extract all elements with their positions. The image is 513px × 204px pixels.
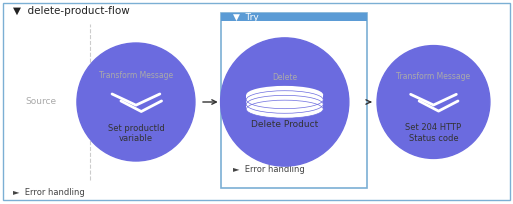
Bar xyxy=(246,100,323,104)
Text: Delete: Delete xyxy=(272,73,297,82)
Bar xyxy=(221,13,367,188)
Text: Transform Message: Transform Message xyxy=(397,72,470,81)
Text: Delete Product: Delete Product xyxy=(251,120,319,129)
Ellipse shape xyxy=(221,38,349,166)
Bar xyxy=(246,104,323,109)
Text: ▼  Try: ▼ Try xyxy=(233,13,259,22)
Ellipse shape xyxy=(246,86,323,104)
Text: Set productId
variable: Set productId variable xyxy=(108,124,164,143)
Ellipse shape xyxy=(246,100,323,118)
Bar xyxy=(221,13,367,21)
Text: ►  Error handling: ► Error handling xyxy=(13,188,85,197)
Text: Source: Source xyxy=(26,98,56,106)
Ellipse shape xyxy=(246,91,323,109)
Text: Transform Message: Transform Message xyxy=(99,71,173,80)
Text: ▼  delete-product-flow: ▼ delete-product-flow xyxy=(13,6,130,16)
Text: ►  Error handling: ► Error handling xyxy=(233,165,305,174)
Text: Set 204 HTTP
Status code: Set 204 HTTP Status code xyxy=(405,123,462,143)
Ellipse shape xyxy=(246,95,323,113)
Bar xyxy=(246,95,323,100)
Ellipse shape xyxy=(377,45,490,159)
Ellipse shape xyxy=(77,43,195,161)
